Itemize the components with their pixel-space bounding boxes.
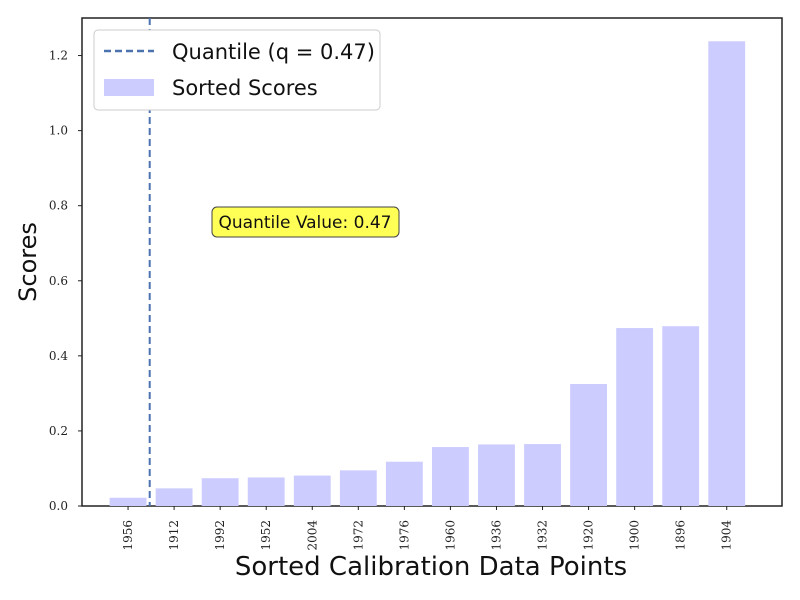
- x-tick-label: 1960: [443, 520, 457, 551]
- x-tick-label: 1936: [489, 520, 503, 551]
- legend-frame: [93, 29, 381, 111]
- bar-1904: [708, 41, 746, 507]
- x-tick-label: 1904: [720, 520, 734, 551]
- legend-scores-swatch: [104, 79, 154, 96]
- annotation: Quantile Value: 0.47: [211, 206, 400, 238]
- bar-1932: [524, 444, 561, 506]
- legend-scores-label: Sorted Scores: [172, 76, 318, 100]
- y-tick-label: 1.0: [49, 124, 68, 138]
- bars-group: [109, 41, 746, 507]
- bar-1972: [339, 470, 377, 506]
- x-axis-label: Sorted Calibration Data Points: [235, 552, 627, 582]
- y-tick-label: 1.2: [49, 49, 68, 63]
- bar-2004: [293, 475, 331, 506]
- y-tick-label: 0.6: [49, 274, 68, 288]
- bar-1936: [478, 444, 515, 506]
- y-tick-label: 0.8: [49, 199, 68, 213]
- annotation-text: Quantile Value: 0.47: [219, 213, 392, 233]
- x-tick-label: 1952: [259, 520, 273, 551]
- y-tick-label: 0.0: [49, 499, 68, 513]
- legend: Quantile (q = 0.47) Sorted Scores: [93, 29, 381, 111]
- bar-1920: [570, 384, 607, 506]
- bar-1912: [155, 488, 193, 506]
- y-tick-label: 0.4: [49, 349, 68, 363]
- y-axis-label: Scores: [14, 222, 42, 302]
- annotation-box: [211, 206, 400, 238]
- y-axis: 0.0 0.2 0.4 0.6 0.8 1.0 1.2: [49, 49, 82, 513]
- x-tick-label: 1932: [536, 520, 550, 551]
- bar-1992: [201, 478, 239, 506]
- x-tick-label: 1972: [351, 520, 365, 551]
- x-tick-label: 1900: [628, 520, 642, 551]
- bar-1900: [616, 328, 654, 506]
- x-tick-label: 1976: [397, 520, 411, 551]
- x-tick-label: 2004: [305, 520, 319, 551]
- x-tick-label: 1912: [167, 520, 181, 551]
- bar-1952: [247, 477, 285, 506]
- x-tick-label: 1920: [582, 520, 596, 551]
- bar-1896: [662, 326, 700, 506]
- bar-1960: [432, 447, 469, 506]
- x-tick-label: 1896: [674, 520, 688, 551]
- x-tick-label: 1992: [213, 520, 227, 551]
- bar-1976: [385, 461, 423, 506]
- bar-1956: [109, 497, 147, 506]
- x-axis: 1956 1912 1992 1952 2004 1972 1976 1960 1936 1932…: [121, 506, 734, 551]
- legend-quantile-label: Quantile (q = 0.47): [172, 40, 375, 64]
- x-tick-label: 1956: [121, 520, 135, 551]
- y-tick-label: 0.2: [49, 424, 68, 438]
